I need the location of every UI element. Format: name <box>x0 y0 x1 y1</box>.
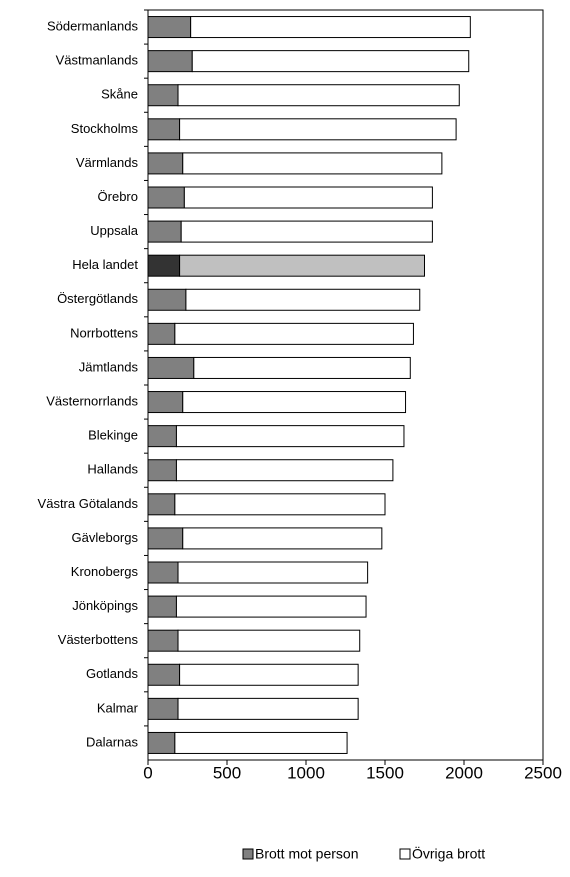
bar-segment <box>180 220 433 243</box>
bar-segment <box>147 697 179 720</box>
x-tick-label: 1000 <box>287 763 325 782</box>
legend-label: Övriga brott <box>412 845 485 862</box>
x-tick-label: 1500 <box>366 763 404 782</box>
y-tick-label: Jönköpings <box>72 598 138 613</box>
bar-segment <box>147 731 176 754</box>
bar-segment <box>147 425 177 448</box>
x-tick-label: 500 <box>213 763 241 782</box>
bar-segment <box>147 459 177 482</box>
bar-segment <box>179 118 457 141</box>
y-tick-label: Uppsala <box>90 223 138 238</box>
bar-segment <box>147 493 176 516</box>
bar-segment <box>182 391 407 414</box>
bar-segment <box>175 425 405 448</box>
bar-segment <box>191 50 470 73</box>
bar-segment <box>147 220 182 243</box>
y-tick-label: Västernorrlands <box>46 393 138 408</box>
y-tick-label: Västerbottens <box>58 632 139 647</box>
y-tick-label: Skåne <box>101 87 138 102</box>
bar-segment <box>179 663 359 686</box>
bar-segment <box>147 663 181 686</box>
bar-segment <box>177 697 359 720</box>
bar-segment <box>147 50 193 73</box>
y-tick-label: Jämtlands <box>79 359 139 374</box>
bar-segment <box>147 629 179 652</box>
y-tick-label: Västra Götalands <box>38 496 139 511</box>
bar-segment <box>147 152 184 175</box>
bar-segment <box>147 527 184 550</box>
bar-segment <box>174 731 348 754</box>
bar-segment <box>147 16 192 39</box>
bar-segment <box>147 561 179 584</box>
bar-segment <box>147 595 177 618</box>
y-tick-label: Hela landet <box>72 257 138 272</box>
bar-segment <box>147 84 179 107</box>
y-tick-label: Kalmar <box>97 700 139 715</box>
bar-segment <box>174 322 414 345</box>
bar-segment <box>147 254 181 277</box>
bar-segment <box>147 356 195 379</box>
bar-segment <box>183 186 433 209</box>
y-tick-label: Stockholms <box>71 121 139 136</box>
bar-segment <box>174 493 386 516</box>
y-tick-label: Östergötlands <box>57 291 138 306</box>
bar-segment <box>182 152 443 175</box>
bar-segment <box>147 118 181 141</box>
bar-segment <box>177 561 369 584</box>
legend-swatch <box>242 848 254 860</box>
y-tick-label: Västmanlands <box>56 53 139 68</box>
bar-segment <box>177 84 460 107</box>
x-tick-label: 2000 <box>445 763 483 782</box>
bar-segment <box>175 595 367 618</box>
y-tick-label: Kronobergs <box>71 564 139 579</box>
x-tick-label: 0 <box>143 763 152 782</box>
bar-segment <box>147 186 185 209</box>
bar-segment <box>182 527 383 550</box>
bar-segment <box>147 322 176 345</box>
y-tick-label: Norrbottens <box>70 325 138 340</box>
y-tick-label: Gotlands <box>86 666 139 681</box>
y-tick-label: Hallands <box>87 462 138 477</box>
y-tick-label: Dalarnas <box>86 734 139 749</box>
legend-swatch <box>399 848 411 860</box>
bar-segment <box>147 391 184 414</box>
y-tick-label: Blekinge <box>88 428 138 443</box>
x-tick-label: 2500 <box>524 763 562 782</box>
bar-segment <box>185 288 421 311</box>
legend-label: Brott mot person <box>255 846 359 862</box>
bar-segment <box>177 629 361 652</box>
y-tick-label: Värmlands <box>76 155 139 170</box>
bar-segment <box>175 459 394 482</box>
bar-segment <box>190 16 471 39</box>
bar-segment <box>193 356 411 379</box>
y-tick-label: Gävleborgs <box>72 530 139 545</box>
y-tick-label: Södermanlands <box>47 18 139 33</box>
bar-segment <box>147 288 187 311</box>
bar-segment <box>179 254 425 277</box>
y-tick-label: Örebro <box>98 189 138 204</box>
